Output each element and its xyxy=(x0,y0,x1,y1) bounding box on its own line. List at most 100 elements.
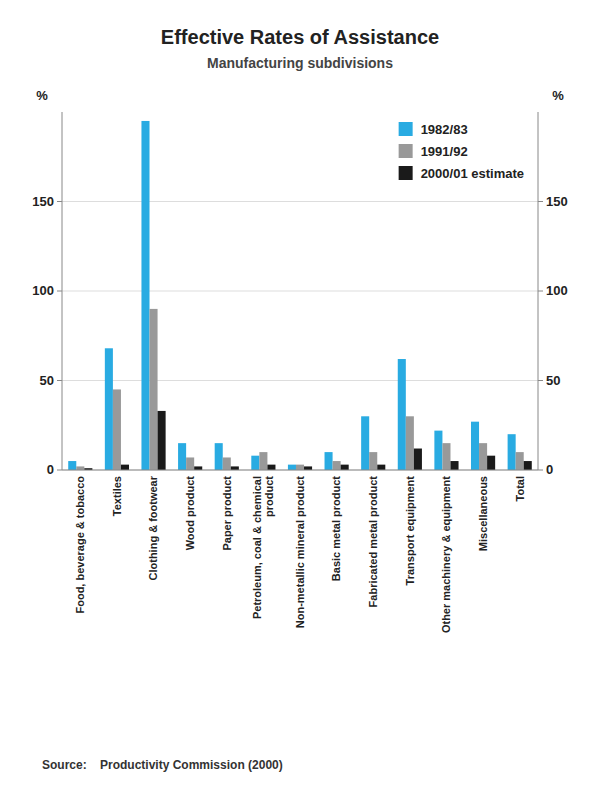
y-tick xyxy=(57,470,62,471)
bars xyxy=(68,121,532,470)
y2-tick-label: 150 xyxy=(546,194,568,209)
y-tick xyxy=(57,291,62,292)
bar xyxy=(434,431,442,470)
x-tick-label: Total xyxy=(514,476,526,501)
legend-label: 1991/92 xyxy=(421,144,468,159)
x-tick-label: Fabricated metal product xyxy=(367,476,379,608)
y2-axis-label: % xyxy=(552,88,564,103)
x-tick-label: Clothing & footwear xyxy=(147,475,159,580)
bar xyxy=(194,466,202,470)
x-tick-label-group: Non-metallic mineral product xyxy=(294,476,306,629)
subtitle: Manufacturing subdivisions xyxy=(207,55,393,71)
y-tick-label: 50 xyxy=(40,373,54,388)
x-tick-label-group: Food, beverage & tobacco xyxy=(74,476,86,614)
x-tick-label-line: Wood product xyxy=(184,476,196,551)
chart: Effective Rates of Assistance Manufacturi… xyxy=(0,0,600,791)
bar xyxy=(369,452,377,470)
bar xyxy=(68,461,76,470)
bar xyxy=(516,452,524,470)
bar xyxy=(215,443,223,470)
bar xyxy=(76,466,84,470)
x-tick-label: Non-metallic mineral product xyxy=(294,476,306,629)
x-tick-label-group: Clothing & footwear xyxy=(147,475,159,580)
x-tick-label-group: Basic metal product xyxy=(330,476,342,581)
x-tick-label-line: Textiles xyxy=(111,476,123,516)
x-tick-label: Wood product xyxy=(184,476,196,551)
y-tick-label: 100 xyxy=(32,283,54,298)
x-tick-label-line: Miscellaneous xyxy=(477,476,489,551)
x-tick-label: Petroleum, coal & chemicalproduct xyxy=(251,476,275,619)
bar xyxy=(150,309,158,470)
grid-line xyxy=(62,470,538,471)
x-tick-label-group: Wood product xyxy=(184,476,196,551)
legend-swatch xyxy=(399,144,413,158)
x-tick-label: Textiles xyxy=(111,476,123,516)
x-tick-label-line: Non-metallic mineral product xyxy=(294,476,306,629)
legend: 1982/831991/922000/01 estimate xyxy=(399,122,524,181)
x-tick-label: Basic metal product xyxy=(330,476,342,581)
y2-tick xyxy=(538,380,543,381)
bar xyxy=(377,465,385,470)
bar xyxy=(471,422,479,470)
grid xyxy=(62,202,538,471)
bar xyxy=(223,457,231,470)
bar xyxy=(186,457,194,470)
bar xyxy=(487,456,495,470)
bar xyxy=(333,461,341,470)
x-tick-label: Transport equipment xyxy=(404,476,416,586)
bar xyxy=(113,389,121,470)
bar xyxy=(251,456,259,470)
bar xyxy=(325,452,333,470)
legend-label: 2000/01 estimate xyxy=(421,166,524,181)
bar xyxy=(304,466,312,470)
x-tick-label-line: Basic metal product xyxy=(330,476,342,581)
y-tick-label: 150 xyxy=(32,194,54,209)
y2-tick-label: 50 xyxy=(546,373,560,388)
bar xyxy=(508,434,516,470)
bar xyxy=(288,465,296,470)
y-axis-label: % xyxy=(36,88,48,103)
grid-line xyxy=(62,201,538,202)
bar xyxy=(406,416,414,470)
bar xyxy=(361,416,369,470)
bar xyxy=(267,465,275,470)
x-tick-label-line: Paper product xyxy=(221,476,233,551)
bar xyxy=(259,452,267,470)
y2-tick xyxy=(538,291,543,292)
bar xyxy=(231,466,239,470)
x-axis-line xyxy=(62,470,538,471)
x-tick-label: Miscellaneous xyxy=(477,476,489,551)
y2-tick-label: 100 xyxy=(546,283,568,298)
y2-tick xyxy=(538,201,543,202)
bar xyxy=(524,461,532,470)
x-tick-label-line: Total xyxy=(514,476,526,501)
bar xyxy=(141,121,149,470)
x-tick-label-line: Clothing & footwear xyxy=(147,475,159,580)
bar xyxy=(178,443,186,470)
x-tick-label-group: Transport equipment xyxy=(404,476,416,586)
y2-tick xyxy=(538,470,543,471)
x-tick-label-group: Other machinery & equipment xyxy=(440,476,452,633)
source: Source: Productivity Commission (2000) xyxy=(42,758,283,772)
y2-tick-label: 0 xyxy=(546,462,553,477)
bar xyxy=(479,443,487,470)
x-tick-label: Paper product xyxy=(221,476,233,551)
x-tick-label: Other machinery & equipment xyxy=(440,476,452,633)
y-tick xyxy=(57,380,62,381)
bar xyxy=(398,359,406,470)
bar xyxy=(442,443,450,470)
legend-swatch xyxy=(399,122,413,136)
x-tick-label-line: product xyxy=(263,476,275,517)
bar xyxy=(105,348,113,470)
grid-line xyxy=(62,380,538,381)
x-tick-label-group: Fabricated metal product xyxy=(367,476,379,608)
x-tick-label-line: Other machinery & equipment xyxy=(440,476,452,633)
x-tick-label-group: Paper product xyxy=(221,476,233,551)
x-tick-label-line: Fabricated metal product xyxy=(367,476,379,608)
x-tick-label-line: Transport equipment xyxy=(404,476,416,586)
y-tick xyxy=(57,201,62,202)
title: Effective Rates of Assistance xyxy=(161,26,439,48)
bar xyxy=(158,411,166,470)
bar xyxy=(341,465,349,470)
x-tick-label-line: Petroleum, coal & chemical xyxy=(251,476,263,619)
